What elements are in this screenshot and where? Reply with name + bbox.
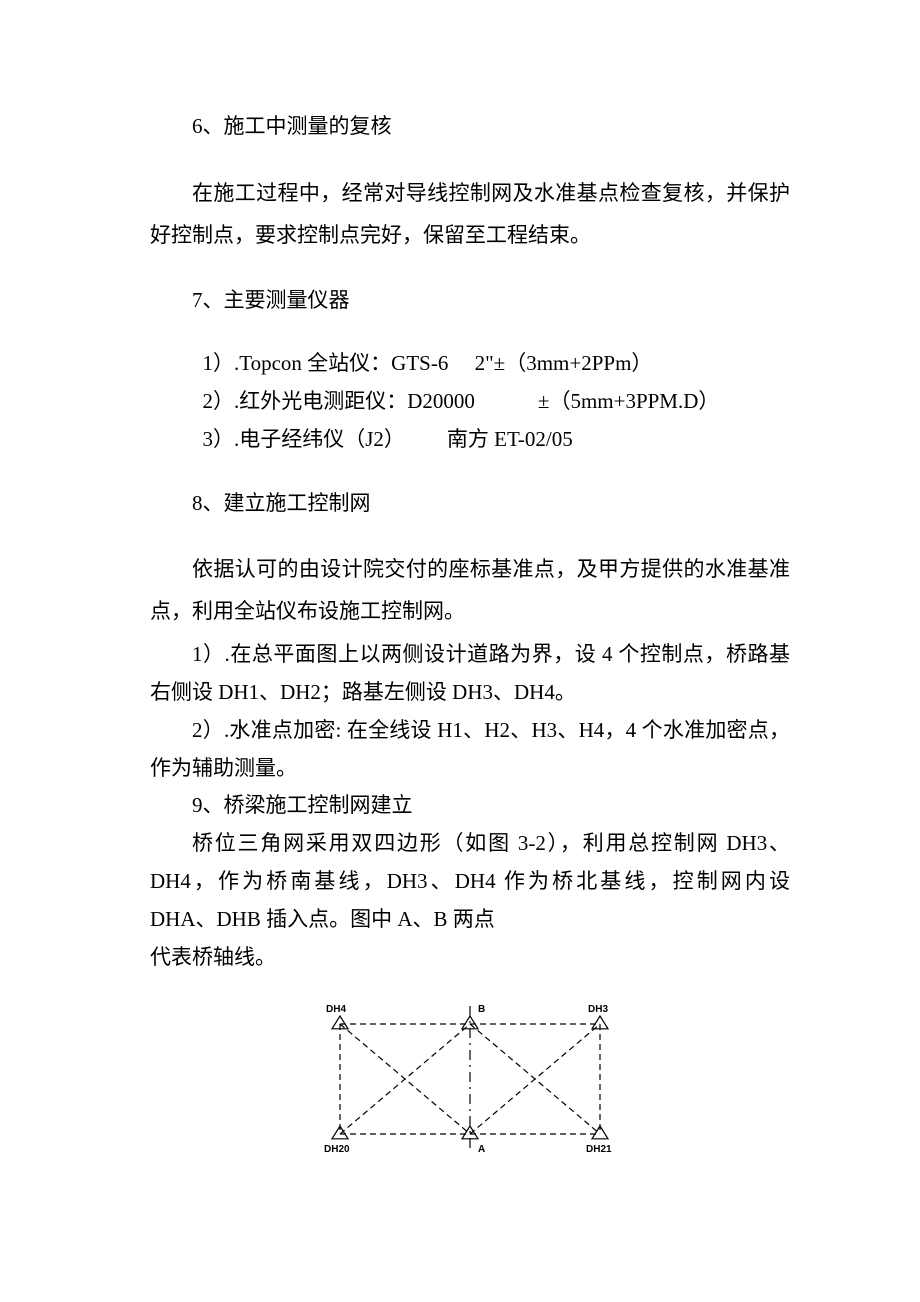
section-8: 8、建立施工控制网 xyxy=(150,487,790,521)
section-8-body2: 1）.在总平面图上以两侧设计道路为界，设 4 个控制点，桥路基右侧设 DH1、D… xyxy=(150,636,790,712)
svg-text:A: A xyxy=(478,1144,485,1155)
section-8-body-wrap: 依据认可的由设计院交付的座标基准点，及甲方提供的水准基准点，利用全站仪布设施工控… xyxy=(150,548,790,632)
section-9-body1: 桥位三角网采用双四边形（如图 3-2），利用总控制网 DH3、DH4，作为桥南基… xyxy=(150,825,790,938)
section-6-body-wrap: 在施工过程中，经常对导线控制网及水准基点检查复核，并保护好控制点，要求控制点完好… xyxy=(150,172,790,256)
section-8-body3: 2）.水准点加密: 在全线设 H1、H2、H3、H4，4 个水准加密点，作为辅助… xyxy=(150,712,790,788)
instrument-item-1: 1）.Topcon 全站仪：GTS-6 2"±（3mm+2PPm） xyxy=(203,345,791,383)
svg-text:DH20: DH20 xyxy=(324,1144,350,1155)
section-9-heading: 9、桥梁施工控制网建立 xyxy=(150,787,790,825)
section-9-body2: 代表桥轴线。 xyxy=(150,939,790,977)
svg-text:DH3: DH3 xyxy=(588,1004,608,1015)
diagram-wrap: DH4 B DH3 DH20 A DH21 xyxy=(150,994,790,1164)
svg-text:DH4: DH4 xyxy=(326,1004,346,1015)
section-7-heading: 7、主要测量仪器 xyxy=(150,284,790,318)
instrument-list: 1）.Topcon 全站仪：GTS-6 2"±（3mm+2PPm） 2）.红外光… xyxy=(203,345,791,458)
section-7: 7、主要测量仪器 xyxy=(150,284,790,318)
section-8-heading: 8、建立施工控制网 xyxy=(150,487,790,521)
bridge-control-net-diagram: DH4 B DH3 DH20 A DH21 xyxy=(310,994,630,1164)
section-6-heading: 6、施工中测量的复核 xyxy=(150,110,790,144)
section-6-body: 在施工过程中，经常对导线控制网及水准基点检查复核，并保护好控制点，要求控制点完好… xyxy=(150,172,790,256)
section-8-body1: 依据认可的由设计院交付的座标基准点，及甲方提供的水准基准点，利用全站仪布设施工控… xyxy=(150,548,790,632)
svg-text:B: B xyxy=(478,1004,485,1015)
instrument-item-2: 2）.红外光电测距仪：D20000 ±（5mm+3PPM.D） xyxy=(203,383,791,421)
instrument-item-3: 3）.电子经纬仪（J2） 南方 ET-02/05 xyxy=(203,421,791,459)
svg-text:DH21: DH21 xyxy=(586,1144,612,1155)
section-6: 6、施工中测量的复核 xyxy=(150,110,790,144)
